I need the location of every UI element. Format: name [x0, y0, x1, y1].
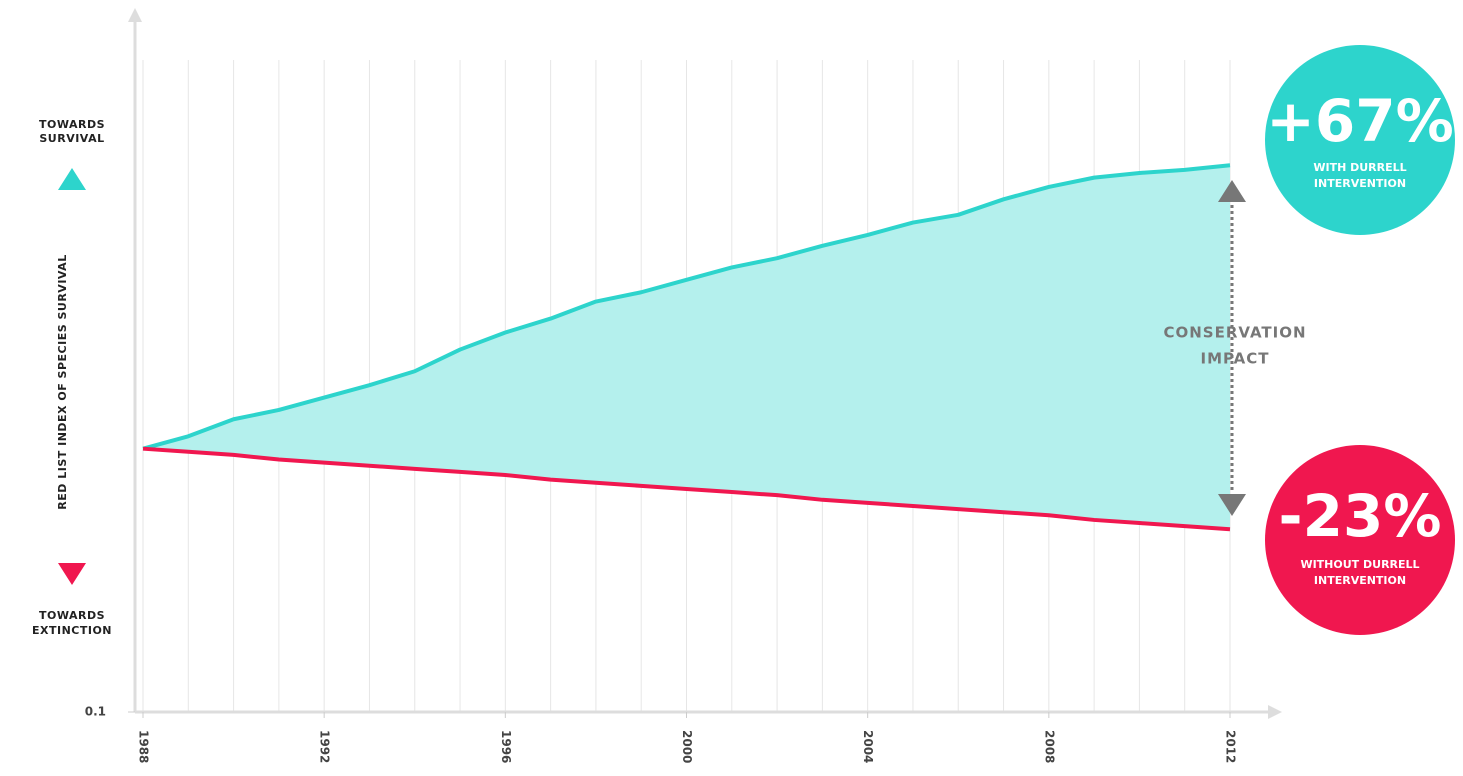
series-line — [142, 446, 1231, 532]
x-tick-label: 1996 — [499, 730, 513, 763]
bottom-label: TOWARDS — [39, 609, 105, 622]
x-axis-arrow — [1268, 705, 1282, 719]
with-badge — [1265, 45, 1455, 235]
y-axis-label: RED LIST INDEX OF SPECIES SURVIVAL — [56, 254, 69, 509]
y-axis-arrow — [128, 8, 142, 22]
bottom-label: EXTINCTION — [32, 624, 112, 637]
survival-arrow — [58, 168, 86, 190]
extinction-arrow — [58, 563, 86, 585]
top-label: SURVIVAL — [39, 132, 104, 145]
y-tick-label: 0.1 — [85, 705, 106, 719]
top-label: TOWARDS — [39, 118, 105, 131]
with-label: INTERVENTION — [1314, 177, 1406, 190]
plot — [142, 163, 1231, 532]
x-tick-label: 2000 — [680, 730, 694, 763]
x-tick-label: 2008 — [1042, 730, 1056, 763]
impact-arrow — [1218, 494, 1246, 516]
series-line — [142, 163, 1231, 451]
without-label: INTERVENTION — [1314, 574, 1406, 587]
impact-area — [143, 165, 1230, 530]
x-tick-label: 1992 — [318, 730, 332, 763]
x-tick-label: 1988 — [137, 730, 151, 763]
impact-label: IMPACT — [1201, 350, 1270, 368]
without-change: -23% — [1279, 482, 1442, 550]
x-tick-label: 2004 — [861, 730, 875, 763]
impact-label: CONSERVATION — [1163, 324, 1306, 342]
without-label: WITHOUT DURRELL — [1300, 558, 1419, 571]
with-change: +67% — [1266, 87, 1453, 155]
x-tick-label: 2012 — [1224, 730, 1238, 763]
impact-arrow — [1218, 180, 1246, 202]
without-badge — [1265, 445, 1455, 635]
with-label: WITH DURRELL — [1313, 161, 1406, 174]
